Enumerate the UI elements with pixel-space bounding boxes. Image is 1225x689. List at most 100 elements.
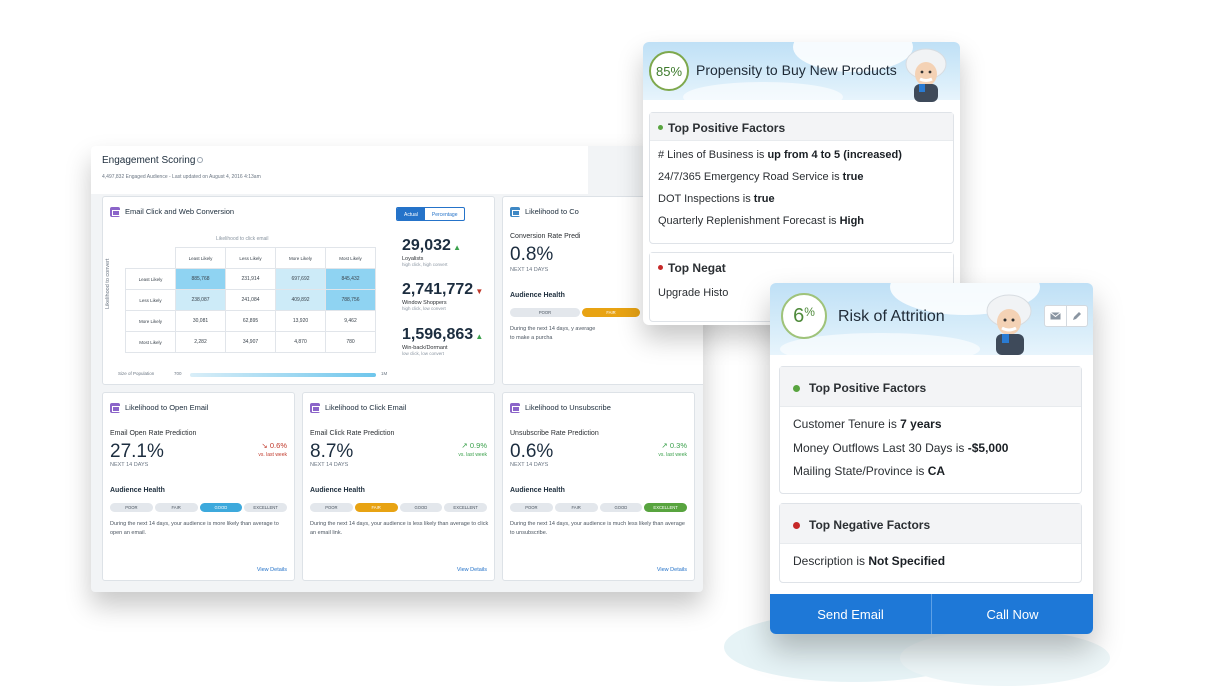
- email-click-web-conversion-card: Email Click and Web Conversion Actual Pe…: [102, 196, 495, 385]
- propensity-title: Propensity to Buy New Products: [696, 62, 897, 78]
- risk-score-badge: 6%: [781, 293, 827, 339]
- week-delta: ↗ 0.3% vs. last week: [658, 441, 687, 458]
- heatmap-cell[interactable]: 885,768: [175, 268, 226, 290]
- risk-score-value: 6: [793, 304, 805, 327]
- heatmap-cell[interactable]: 697,692: [275, 268, 326, 290]
- envelope-icon: [1049, 312, 1061, 320]
- heatmap-cell[interactable]: 9,462: [325, 310, 376, 332]
- health-level-fair: FAIR: [582, 308, 640, 317]
- heatmap-cell[interactable]: 62,895: [225, 310, 276, 332]
- heatmap-cell[interactable]: 788,756: [325, 289, 376, 311]
- likelihood-card: Likelihood to Open Email Email Open Rate…: [102, 392, 295, 581]
- negative-factors-title: Top Negative Factors: [809, 518, 931, 532]
- heatmap-cell[interactable]: 238,087: [175, 289, 226, 311]
- view-details-link[interactable]: View Details: [256, 567, 287, 573]
- prediction-description: During the next 14 days, your audience i…: [310, 521, 489, 536]
- positive-factors-title: Top Positive Factors: [809, 381, 927, 395]
- action-buttons: Send Email Call Now: [770, 594, 1093, 634]
- down-arrow-icon: ↘: [261, 441, 268, 450]
- dashboard-title: Engagement Scoring: [102, 155, 204, 166]
- heatmap-cell[interactable]: 2,282: [175, 331, 226, 353]
- negative-factors-header: Top Negative Factors: [780, 504, 1081, 544]
- view-details-link[interactable]: View Details: [656, 567, 687, 573]
- health-level-good: GOOD: [599, 503, 643, 512]
- factor-text: Description is: [793, 554, 869, 568]
- population-gradient: [190, 373, 376, 377]
- risk-score: 6%: [793, 305, 815, 328]
- heatmap-row-label: More Likely: [125, 310, 176, 332]
- toggle-percentage[interactable]: Percentage: [431, 212, 458, 218]
- factor-item: 24/7/365 Emergency Road Service is true: [658, 171, 863, 183]
- positive-factors-box: Top Positive Factors # Lines of Business…: [649, 112, 954, 244]
- heatmap-cell[interactable]: 845,432: [325, 268, 376, 290]
- cloud-decoration: [683, 82, 843, 112]
- heatmap-cell[interactable]: 4,870: [275, 331, 326, 353]
- kpi-note: high click, low convert: [402, 306, 446, 311]
- heatmap-column-header: Less Likely: [225, 247, 276, 269]
- health-level-poor: POOR: [310, 503, 353, 512]
- positive-factors-title: Top Positive Factors: [668, 121, 786, 135]
- heatmap-row-label: Less Likely: [125, 289, 176, 311]
- heatmap-corner: [126, 248, 176, 269]
- heatmap-cell[interactable]: 30,081: [175, 310, 226, 332]
- cloud-decoration: [780, 333, 980, 365]
- heatmap-cell[interactable]: 409,892: [275, 289, 326, 311]
- delta-value: 0.6%: [269, 441, 287, 450]
- factor-item: DOT Inspections is true: [658, 193, 775, 205]
- background-blob: [900, 630, 1110, 686]
- segment-kpi[interactable]: 2,741,772 ▼ Window Shoppers high click, …: [402, 281, 483, 311]
- factor-value: 7 years: [900, 417, 942, 431]
- card-header: Likelihood to Click Email: [310, 403, 406, 414]
- card-title: Likelihood to Open Email: [125, 403, 209, 412]
- negative-factors-box: Top Negative Factors Description is Not …: [779, 503, 1082, 583]
- prediction-period: NEXT 14 DAYS: [510, 462, 549, 468]
- kpi-name: Loyalists: [402, 256, 424, 262]
- dashboard-header: Engagement Scoring 4,497,832 Engaged Aud…: [91, 146, 588, 194]
- kpi-value: 29,032: [402, 237, 451, 254]
- factor-value: CA: [927, 464, 946, 478]
- health-level-good: GOOD: [199, 503, 243, 512]
- web-icon: [510, 207, 520, 218]
- prediction-label: Email Click Rate Prediction: [310, 430, 395, 437]
- heatmap-cell[interactable]: 13,920: [275, 310, 326, 332]
- kpi-value-row: 2,741,772 ▼: [402, 281, 483, 299]
- up-arrow-icon: ↗: [661, 441, 668, 450]
- heatmap-cell[interactable]: 241,084: [225, 289, 276, 311]
- info-icon[interactable]: [197, 157, 204, 163]
- likelihood-card: Likelihood to Click Email Email Click Ra…: [302, 392, 495, 581]
- prediction-value: 0.8%: [510, 244, 554, 265]
- delta-comparison: vs. last week: [658, 452, 687, 458]
- prediction-period: NEXT 14 DAYS: [510, 267, 549, 273]
- view-details-link[interactable]: View Details: [456, 567, 487, 573]
- card-header: Likelihood to Open Email: [110, 403, 209, 414]
- email-icon: [110, 207, 120, 218]
- heatmap-cell[interactable]: 780: [325, 331, 376, 353]
- email-action-button[interactable]: [1045, 306, 1066, 326]
- population-size-legend: Size of Population 700 1M: [118, 371, 387, 379]
- segment-kpi[interactable]: 29,032 ▲ Loyalists high click, high conv…: [402, 237, 461, 267]
- prediction-value: 8.7%: [310, 441, 354, 462]
- factor-item: Customer Tenure is 7 years: [793, 417, 942, 431]
- toggle-actual[interactable]: Actual: [397, 208, 425, 220]
- health-level-poor: POOR: [110, 503, 153, 512]
- heatmap-cell[interactable]: 231,914: [225, 268, 276, 290]
- week-delta: ↘ 0.6% vs. last week: [258, 441, 287, 458]
- email-icon: [310, 403, 320, 414]
- edit-action-button[interactable]: [1065, 306, 1088, 326]
- actual-percentage-toggle: Actual Percentage: [396, 207, 466, 221]
- week-delta: ↗ 0.9% vs. last week: [458, 441, 487, 458]
- pencil-icon: [1072, 312, 1081, 320]
- prediction-description: During the next 14 days, your audience i…: [510, 521, 685, 536]
- card-sky-header: [770, 283, 1093, 365]
- negative-factors-header: Top Negat: [650, 253, 953, 281]
- segment-kpi[interactable]: 1,596,863 ▲ Win-back/Dormant low click, …: [402, 326, 483, 356]
- send-email-button[interactable]: Send Email: [817, 606, 884, 622]
- negative-dot-icon: [658, 265, 663, 270]
- heatmap-row: More Likely 30,081 62,895 13,920 9,462: [125, 310, 376, 332]
- heatmap-cell[interactable]: 34,907: [225, 331, 276, 353]
- prediction-label: Conversion Rate Predi: [510, 233, 581, 240]
- call-now-button[interactable]: Call Now: [931, 594, 1093, 634]
- heatmap-row-label: Least Likely: [125, 268, 176, 290]
- card-title: Likelihood to Co: [525, 207, 579, 216]
- delta-comparison: vs. last week: [258, 452, 287, 458]
